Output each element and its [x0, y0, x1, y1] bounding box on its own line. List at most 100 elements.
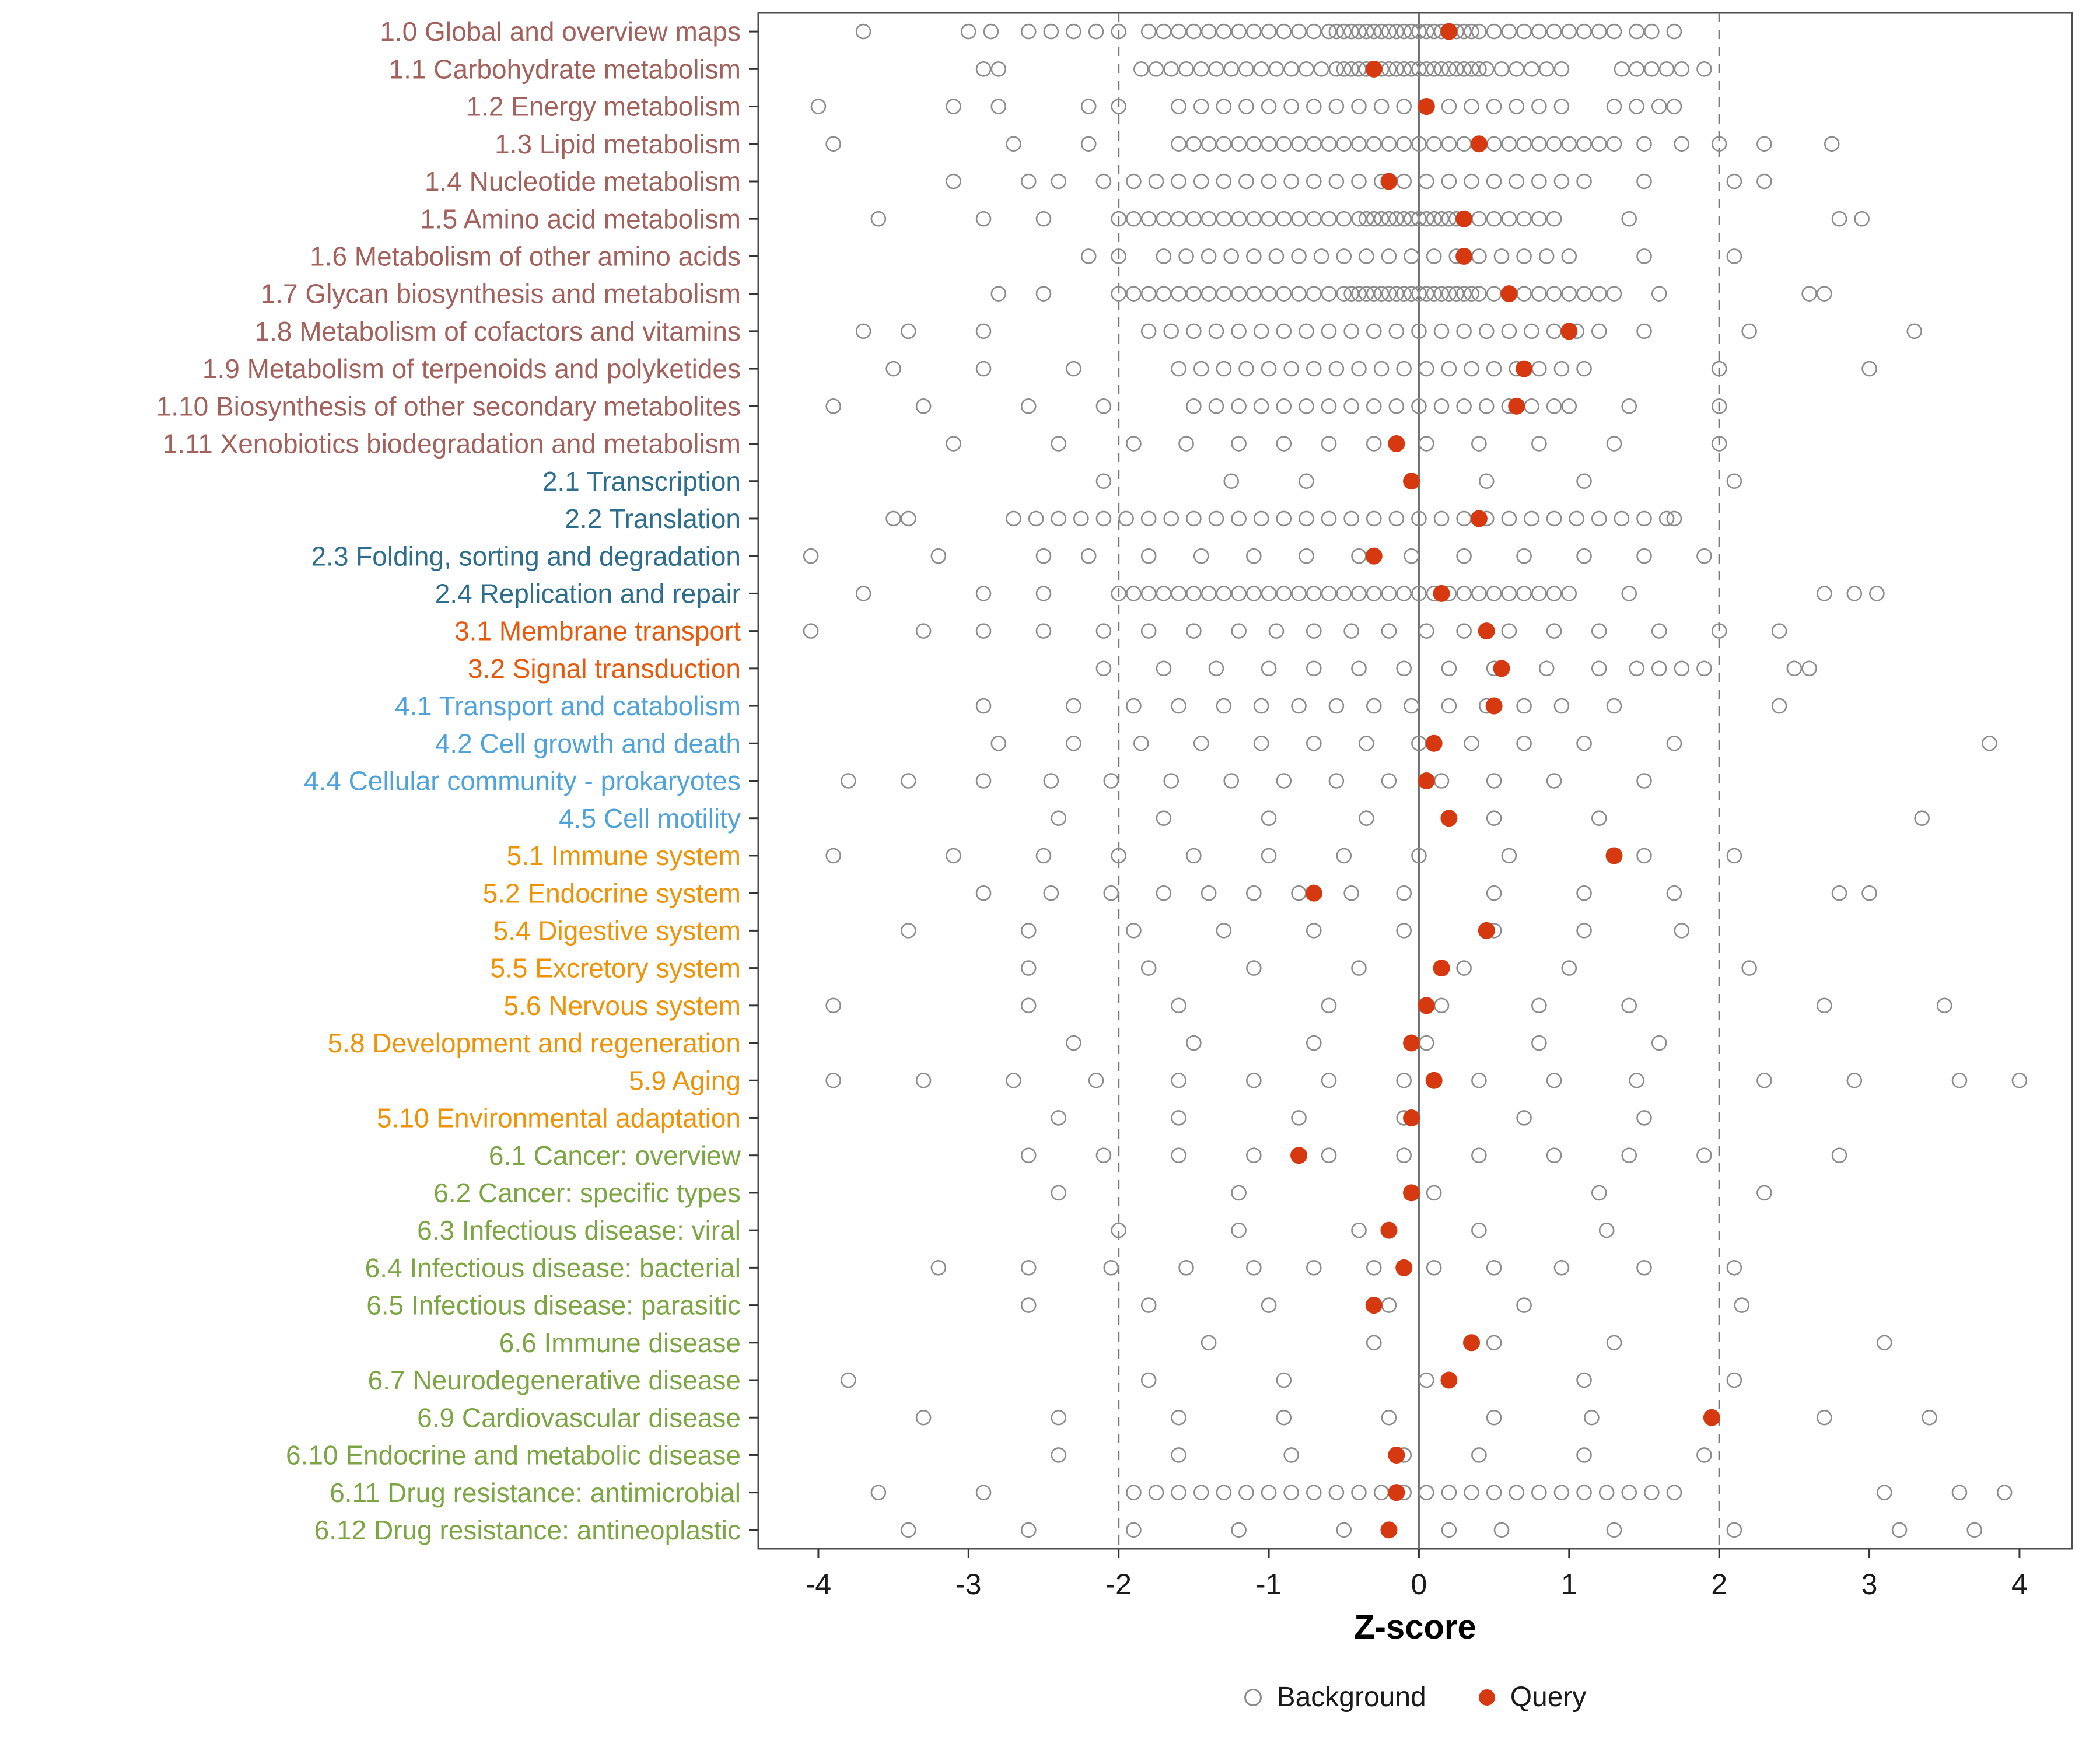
- background-point: [1328, 99, 1345, 114]
- y-axis-label: 6.10 Endocrine and metabolic disease: [286, 1440, 741, 1471]
- background-point: [1411, 398, 1427, 414]
- background-point: [901, 923, 916, 939]
- background-point: [1035, 211, 1052, 227]
- background-point: [1651, 1035, 1667, 1051]
- background-point: [1426, 249, 1442, 264]
- background-point: [1096, 660, 1112, 677]
- background-point: [1156, 23, 1172, 40]
- query-point: [1365, 60, 1382, 78]
- background-point: [1831, 1147, 1847, 1163]
- background-point: [1366, 136, 1382, 152]
- background-point: [1508, 1485, 1525, 1500]
- background-point: [1591, 323, 1607, 340]
- background-point: [901, 510, 916, 527]
- background-point: [1516, 211, 1532, 227]
- background-point: [1711, 436, 1727, 452]
- background-point: [1388, 398, 1405, 414]
- background-point: [1208, 660, 1224, 677]
- background-point: [1261, 23, 1277, 40]
- background-point: [1103, 885, 1119, 901]
- background-point: [1711, 398, 1727, 414]
- background-point: [1404, 61, 1419, 77]
- background-point: [1238, 173, 1254, 190]
- background-point: [1478, 323, 1494, 340]
- background-point: [1231, 510, 1247, 527]
- query-point: [1425, 734, 1443, 752]
- background-point: [1186, 586, 1202, 601]
- background-point: [1006, 1072, 1021, 1088]
- background-point: [1726, 848, 1742, 864]
- background-point: [1651, 623, 1667, 639]
- background-point: [1381, 1409, 1397, 1426]
- background-point: [1216, 286, 1232, 302]
- background-point: [1343, 510, 1359, 527]
- background-point: [1140, 510, 1157, 527]
- background-point: [1524, 510, 1539, 527]
- y-axis-label: 6.12 Drug resistance: antineoplastic: [314, 1515, 741, 1545]
- background-point: [1711, 136, 1727, 152]
- background-point: [1471, 586, 1487, 601]
- background-point: [1231, 286, 1247, 302]
- background-point: [1696, 1447, 1712, 1463]
- background-point: [1096, 473, 1112, 489]
- background-point: [1186, 136, 1202, 152]
- background-point: [1051, 810, 1067, 827]
- background-point: [1553, 1485, 1570, 1500]
- background-point: [1419, 1372, 1434, 1388]
- background-point: [1156, 810, 1172, 827]
- background-point: [870, 1485, 887, 1500]
- background-point: [1066, 360, 1082, 377]
- background-point: [1501, 586, 1517, 601]
- background-point: [1321, 323, 1337, 340]
- background-point: [1464, 23, 1479, 40]
- background-point: [1336, 586, 1352, 601]
- background-point: [1111, 848, 1126, 864]
- query-point: [1500, 285, 1518, 303]
- background-point: [1411, 323, 1427, 340]
- background-point: [1553, 173, 1570, 190]
- background-point: [1396, 1072, 1412, 1088]
- plot-panel-border: [757, 12, 2073, 1550]
- background-point: [1553, 61, 1570, 77]
- background-point: [1321, 436, 1337, 452]
- background-point: [1636, 173, 1652, 190]
- background-point: [1464, 1485, 1479, 1500]
- background-point: [1328, 1485, 1345, 1500]
- background-point: [1531, 23, 1547, 40]
- background-point: [1020, 1297, 1037, 1313]
- background-point: [1493, 249, 1510, 264]
- background-point: [1396, 286, 1412, 302]
- background-point: [1313, 249, 1329, 264]
- background-point: [1501, 136, 1517, 152]
- background-point: [1726, 173, 1742, 190]
- background-point: [1486, 586, 1502, 601]
- background-point: [1171, 998, 1186, 1014]
- background-point: [1658, 510, 1675, 527]
- background-point: [1471, 1222, 1487, 1238]
- background-point: [1171, 211, 1186, 227]
- background-point: [1441, 136, 1457, 152]
- background-point: [975, 885, 992, 901]
- background-point: [1636, 773, 1652, 789]
- background-point: [1171, 1072, 1186, 1088]
- background-point: [1126, 436, 1142, 452]
- background-point: [1486, 810, 1502, 827]
- background-point: [1035, 623, 1052, 639]
- background-point: [1478, 473, 1494, 489]
- background-point: [1035, 848, 1052, 864]
- y-axis-label: 1.8 Metabolism of cofactors and vitamins: [255, 316, 741, 346]
- query-point: [1508, 397, 1525, 415]
- background-point: [1644, 23, 1660, 40]
- background-point: [1501, 211, 1517, 227]
- query-point: [1440, 810, 1458, 827]
- background-point: [1276, 136, 1292, 152]
- background-point: [1471, 1147, 1487, 1163]
- background-point: [991, 61, 1007, 77]
- background-point: [1223, 249, 1240, 264]
- background-point: [1111, 586, 1126, 601]
- background-point: [915, 398, 932, 414]
- background-point: [1696, 1147, 1712, 1163]
- background-point: [1666, 510, 1682, 527]
- background-point: [1861, 885, 1877, 901]
- background-point: [1088, 1072, 1104, 1088]
